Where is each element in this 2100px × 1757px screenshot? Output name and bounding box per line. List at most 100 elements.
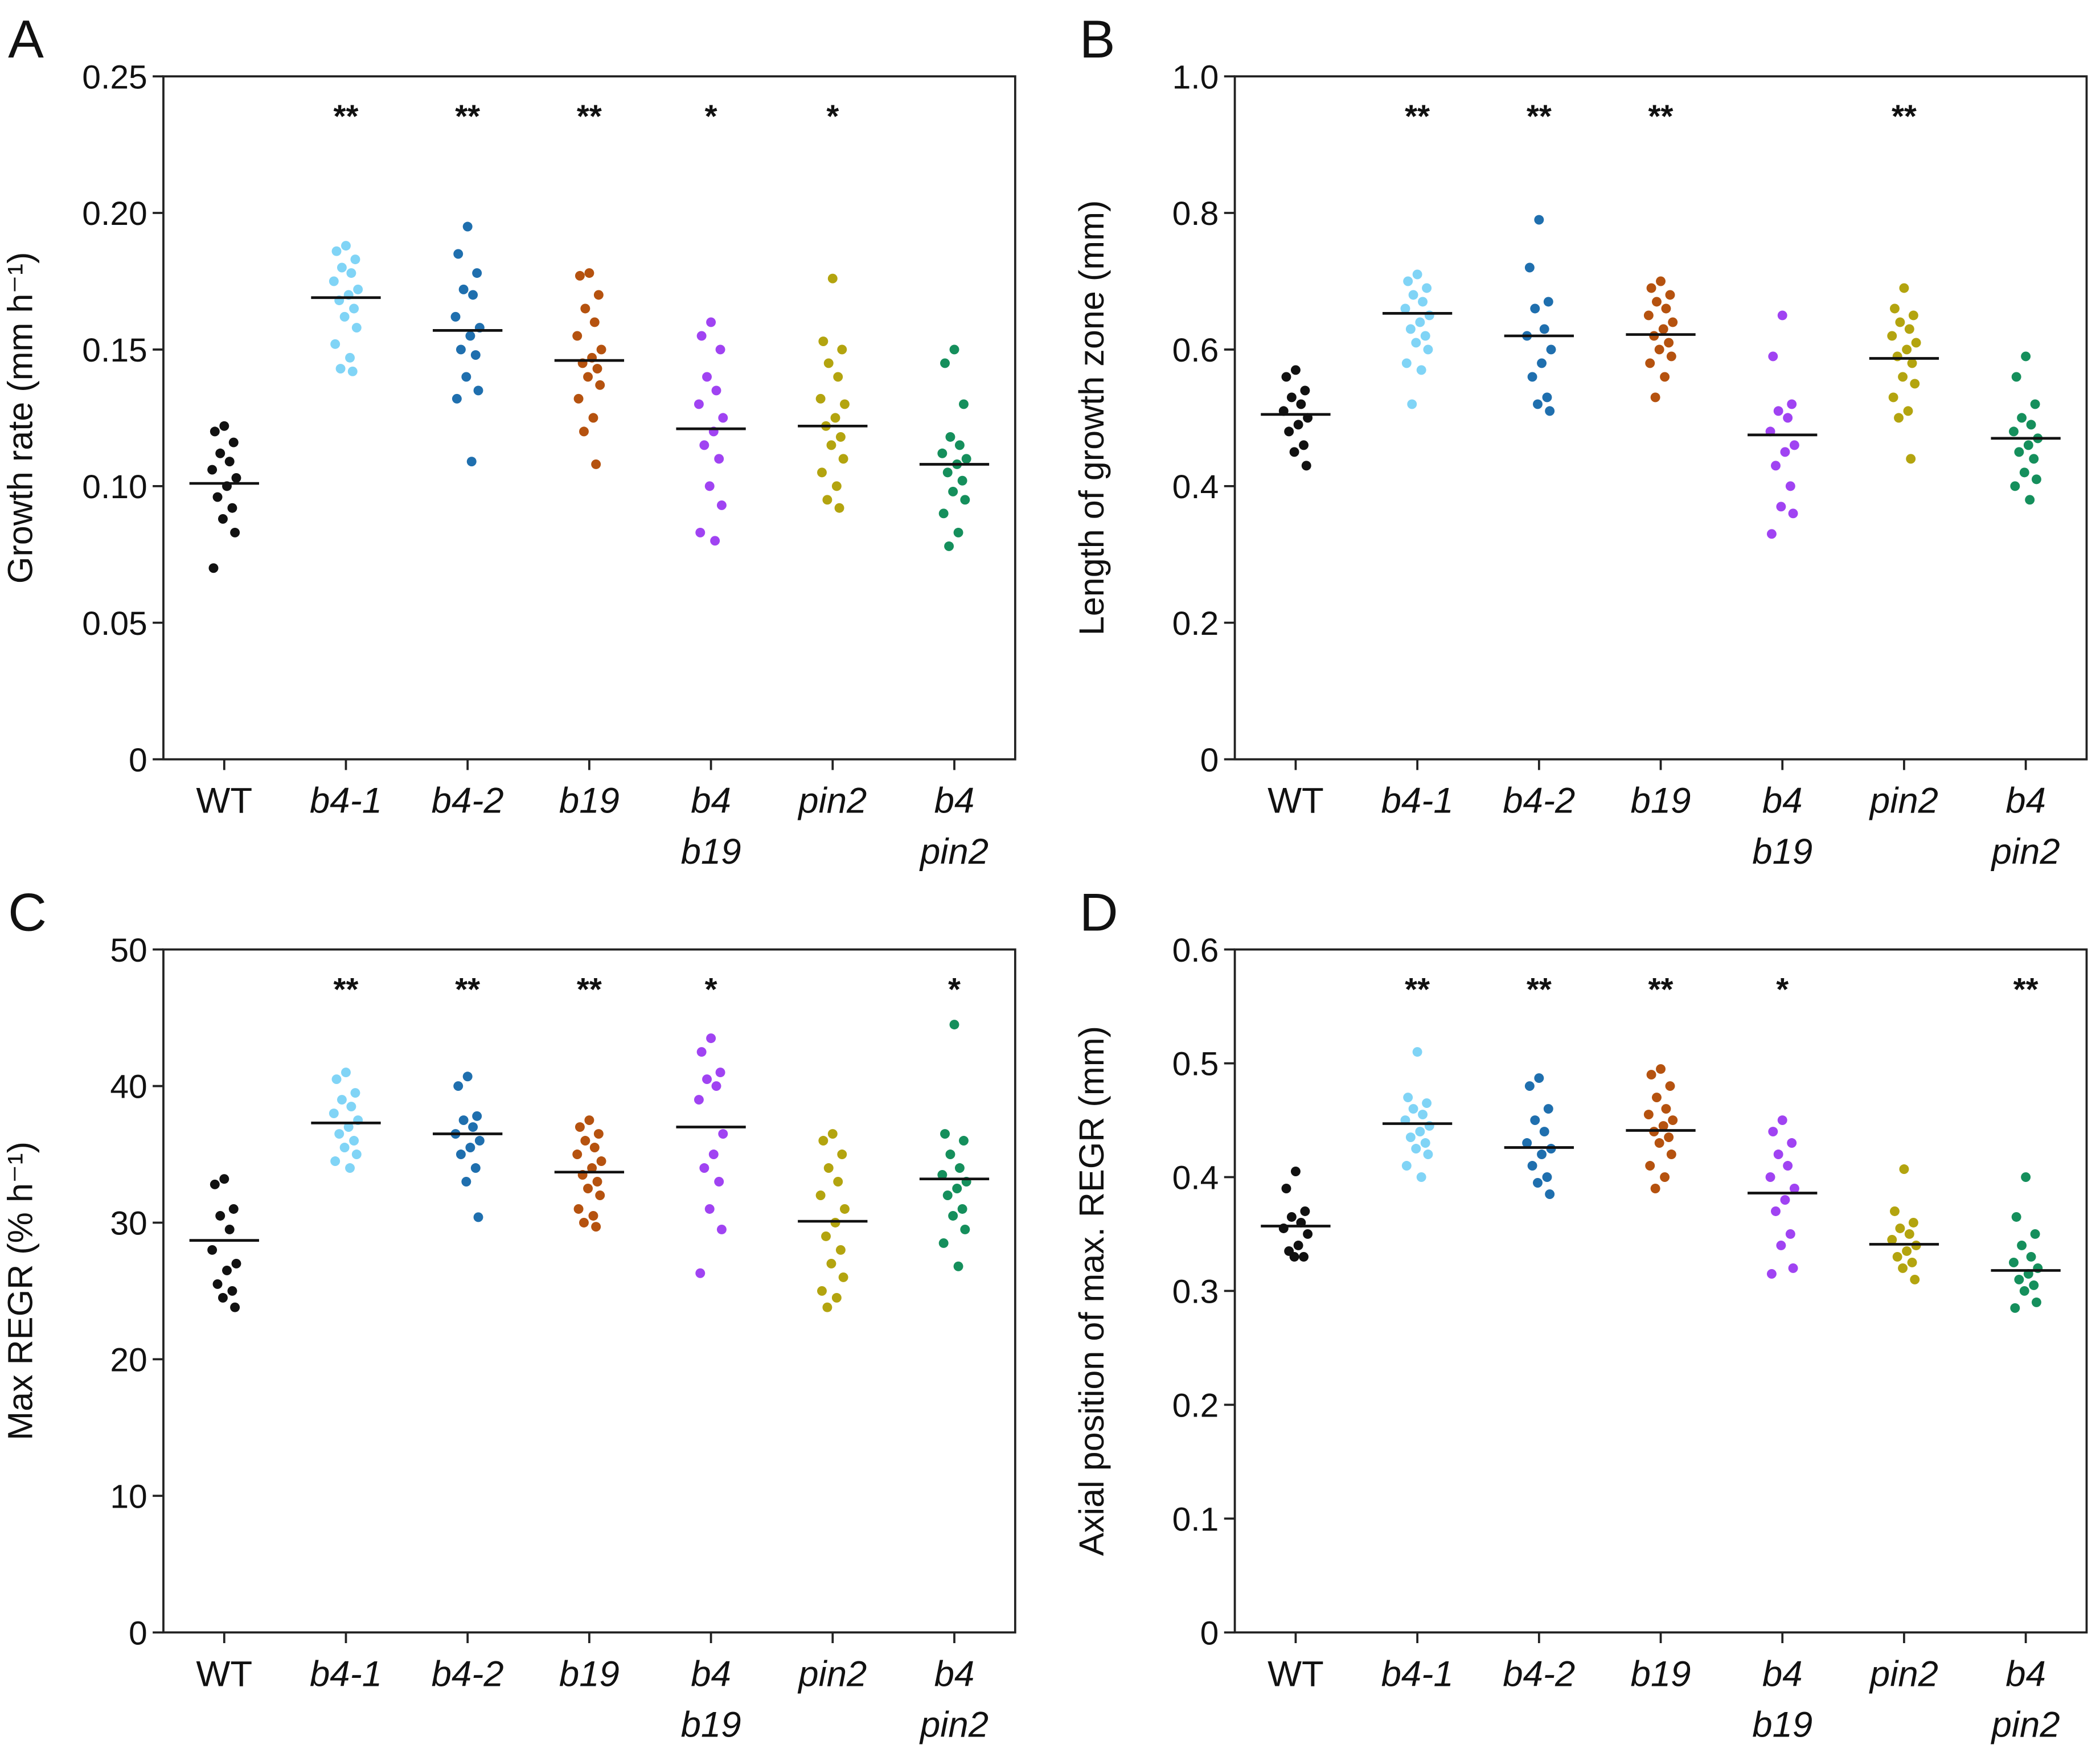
data-point: [702, 372, 712, 382]
data-point: [579, 426, 589, 437]
significance-label: *: [705, 971, 717, 1007]
data-point: [579, 1218, 589, 1228]
data-point: [938, 508, 949, 519]
panel: B 0 0.2 0.4 0.6 0.8 1.0 Length of growth zone (…: [1072, 9, 2088, 872]
data-point: [815, 393, 826, 404]
data-point: [1420, 1138, 1430, 1148]
data-point: [1412, 269, 1422, 280]
significance-label: **: [1405, 98, 1430, 134]
data-point: [1530, 1115, 1540, 1126]
data-point: [1524, 1081, 1535, 1091]
data-point: [2019, 1286, 2029, 1296]
data-point: [1904, 1229, 1914, 1239]
data-point: [699, 440, 709, 450]
data-point: [584, 268, 594, 278]
data-point: [1789, 440, 1799, 450]
data-point: [575, 270, 585, 281]
y-tick-label: 0.5: [1172, 1046, 1219, 1083]
data-point: [346, 1102, 356, 1112]
plot-frame: [1233, 948, 2088, 1634]
data-point: [1652, 1093, 1662, 1103]
x-tick-label: b4 b19: [1752, 781, 1812, 872]
significance-label: **: [577, 971, 602, 1007]
data-point: [961, 454, 971, 464]
x-tick-label: WT: [196, 1654, 252, 1694]
y-tick-label: 30: [110, 1205, 147, 1242]
panel-letter: A: [8, 9, 44, 69]
data-point: [1286, 1212, 1297, 1222]
x-tick-label: b4-2: [432, 781, 504, 821]
data-point: [2031, 1297, 2041, 1307]
data-point: [702, 1074, 712, 1085]
data-point: [592, 364, 602, 373]
data-point: [1527, 1161, 1537, 1171]
data-point: [231, 1258, 241, 1269]
data-point: [1785, 1229, 1795, 1239]
data-point: [1777, 1115, 1787, 1126]
data-point: [1768, 1127, 1778, 1137]
data-point: [1401, 1161, 1412, 1171]
data-point: [452, 393, 462, 404]
data-point: [2011, 372, 2021, 382]
significance-label: **: [455, 971, 480, 1007]
data-point: [945, 432, 955, 442]
data-point: [1910, 1274, 1920, 1284]
y-tick-label: 0: [129, 1615, 147, 1652]
data-point: [706, 317, 716, 327]
significance-label: *: [1776, 971, 1789, 1007]
data-point: [944, 541, 954, 551]
data-point: [1423, 1150, 1433, 1159]
data-point: [954, 440, 965, 450]
data-point: [827, 273, 838, 284]
data-point: [823, 1163, 834, 1173]
data-point: [1789, 1184, 1799, 1193]
data-point: [1422, 283, 1432, 293]
data-point: [462, 1072, 473, 1082]
data-point: [1418, 297, 1428, 307]
significance-label: **: [1892, 98, 1917, 134]
data-point: [218, 514, 228, 524]
data-point: [210, 426, 220, 437]
data-point: [1545, 406, 1555, 416]
data-point: [948, 486, 958, 496]
y-tick-label: 0.2: [1172, 1387, 1219, 1425]
data-point: [587, 1163, 597, 1173]
x-tick-label: pin2: [1869, 781, 1938, 821]
data-point: [462, 221, 473, 232]
data-point: [580, 1136, 590, 1146]
data-point: [696, 1047, 707, 1057]
data-point: [1301, 461, 1311, 471]
data-point: [699, 1163, 709, 1173]
data-point: [1300, 1206, 1310, 1216]
data-point: [1768, 351, 1778, 362]
data-point: [714, 454, 724, 464]
data-point: [821, 1231, 831, 1241]
data-point: [1411, 1144, 1421, 1153]
x-tick-label: b19: [1631, 781, 1691, 821]
data-point: [1415, 317, 1425, 327]
data-point: [714, 1177, 724, 1187]
significance-label: **: [2013, 971, 2039, 1007]
data-point: [1422, 1098, 1432, 1109]
data-point: [215, 1211, 225, 1221]
data-point: [1652, 297, 1662, 307]
data-point: [345, 1163, 355, 1173]
data-point: [1906, 454, 1916, 464]
y-tick-label: 0.2: [1172, 605, 1219, 642]
data-point: [1542, 392, 1552, 403]
data-point: [339, 311, 350, 322]
data-point: [1773, 1150, 1783, 1159]
data-point: [960, 1225, 970, 1234]
data-point: [1773, 406, 1783, 416]
data-point: [589, 317, 600, 327]
data-point: [1530, 303, 1540, 314]
data-point: [339, 1143, 350, 1152]
data-point: [1660, 1172, 1670, 1182]
data-point: [696, 331, 707, 341]
data-point: [351, 1150, 362, 1159]
data-point: [817, 467, 827, 478]
data-point: [2021, 1172, 2031, 1182]
data-point: [1543, 297, 1553, 307]
data-point: [330, 1156, 341, 1166]
